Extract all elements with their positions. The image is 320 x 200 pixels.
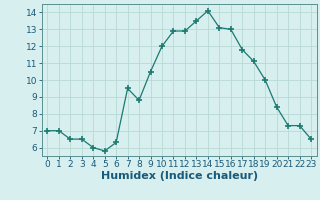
X-axis label: Humidex (Indice chaleur): Humidex (Indice chaleur) [100, 171, 258, 181]
